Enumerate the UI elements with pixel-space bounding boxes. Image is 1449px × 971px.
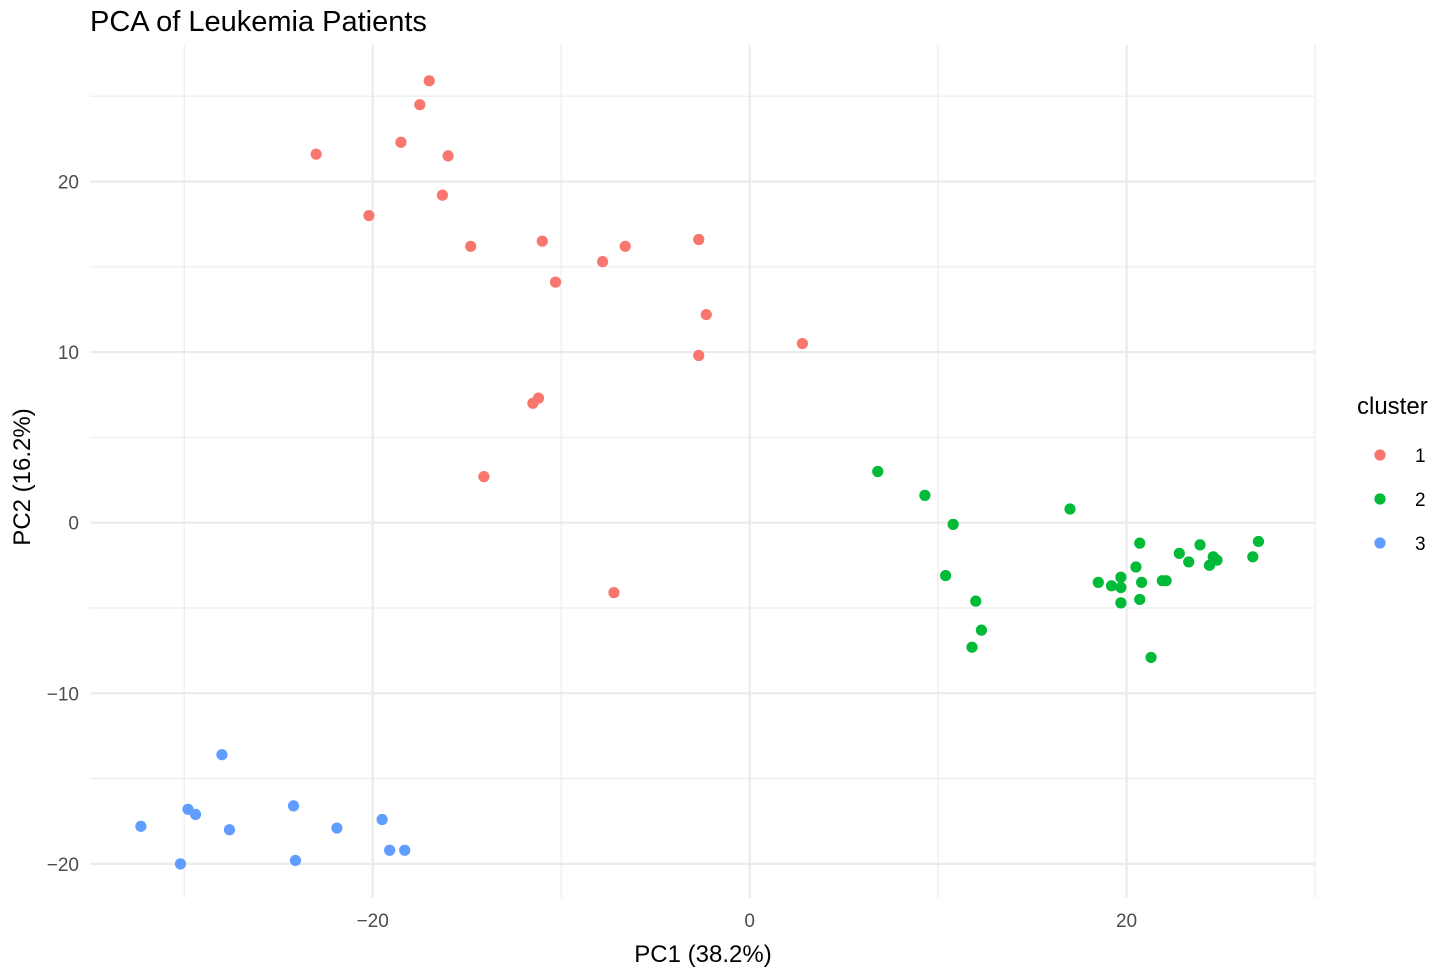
data-point-cluster-2 (1252, 535, 1265, 548)
x-tick-label: −20 (357, 911, 389, 932)
data-point-cluster-3 (289, 854, 302, 867)
legend-label-3: 3 (1415, 534, 1426, 555)
data-point-cluster-2 (1247, 551, 1259, 563)
data-point-cluster-1 (442, 150, 454, 162)
x-tick-label: 0 (744, 911, 755, 932)
data-point-cluster-2 (1115, 597, 1127, 609)
data-point-cluster-1 (423, 75, 435, 87)
y-axis-title: PC2 (16.2%) (9, 408, 36, 545)
data-point-cluster-2 (1115, 571, 1127, 583)
data-point-cluster-1 (597, 256, 609, 268)
data-point-cluster-1 (536, 235, 548, 247)
data-point-cluster-2 (1183, 556, 1195, 568)
data-point-cluster-1 (693, 349, 705, 362)
data-point-cluster-1 (693, 233, 705, 246)
data-point-cluster-3 (287, 800, 300, 812)
data-point-cluster-1 (465, 240, 477, 252)
data-point-cluster-1 (527, 397, 539, 409)
legend-items: 1 2 3 (1374, 446, 1426, 555)
data-point-cluster-3 (189, 808, 202, 821)
data-point-cluster-2 (975, 624, 988, 636)
data-point-cluster-3 (223, 824, 236, 836)
legend-title: cluster (1357, 393, 1428, 420)
data-point-cluster-2 (1105, 580, 1118, 592)
data-point-cluster-2 (1145, 651, 1157, 664)
data-point-cluster-3 (135, 820, 147, 832)
legend-key-1 (1374, 449, 1386, 461)
data-point-cluster-3 (399, 844, 411, 856)
y-tick-label: −20 (47, 855, 79, 876)
data-point-cluster-1 (608, 587, 620, 599)
data-point-cluster-2 (1134, 593, 1146, 606)
plot-panel (90, 45, 1316, 898)
x-axis-title: PC1 (38.2%) (634, 941, 771, 968)
data-point-cluster-2 (1064, 503, 1076, 515)
legend-key-3 (1374, 537, 1386, 549)
data-point-cluster-3 (331, 822, 343, 834)
data-point-cluster-1 (414, 99, 426, 111)
data-point-cluster-2 (1136, 576, 1148, 588)
x-tick-label: 20 (1116, 911, 1137, 932)
y-tick-label: 10 (58, 343, 79, 364)
data-points (135, 75, 1265, 870)
grid (90, 45, 1316, 898)
data-point-cluster-2 (1173, 547, 1185, 559)
data-point-cluster-1 (363, 210, 375, 222)
y-axis-ticks: −20 −10 0 10 20 (47, 172, 79, 875)
data-point-cluster-2 (1130, 561, 1142, 573)
data-point-cluster-2 (966, 641, 978, 653)
legend-key-2 (1374, 493, 1386, 505)
data-point-cluster-2 (1134, 537, 1146, 549)
legend: cluster 1 2 3 (1357, 393, 1428, 555)
y-tick-label: −10 (47, 684, 79, 705)
data-point-cluster-1 (478, 471, 490, 483)
data-point-cluster-1 (436, 189, 449, 201)
data-point-cluster-2 (919, 489, 931, 501)
data-point-cluster-2 (1194, 539, 1206, 551)
y-tick-label: 20 (58, 172, 79, 193)
legend-label-2: 2 (1415, 490, 1426, 511)
data-point-cluster-3 (216, 749, 228, 761)
data-point-cluster-2 (1203, 559, 1216, 571)
data-point-cluster-1 (310, 148, 322, 160)
data-point-cluster-1 (395, 136, 407, 148)
data-point-cluster-1 (796, 337, 808, 350)
data-point-cluster-2 (872, 465, 884, 478)
data-point-cluster-2 (970, 595, 982, 607)
data-point-cluster-2 (1092, 576, 1104, 588)
data-point-cluster-2 (947, 518, 959, 530)
data-point-cluster-3 (384, 844, 396, 856)
legend-label-1: 1 (1415, 446, 1426, 467)
chart-title: PCA of Leukemia Patients (90, 6, 427, 38)
data-point-cluster-2 (940, 569, 952, 582)
data-point-cluster-2 (1115, 581, 1127, 594)
data-point-cluster-1 (619, 240, 631, 252)
data-point-cluster-2 (1160, 575, 1172, 587)
x-axis-ticks: −20 0 20 (357, 911, 1138, 932)
data-point-cluster-3 (174, 858, 187, 870)
data-point-cluster-1 (549, 276, 562, 288)
data-point-cluster-1 (700, 308, 712, 321)
y-tick-label: 0 (68, 514, 79, 535)
data-point-cluster-3 (376, 813, 388, 826)
